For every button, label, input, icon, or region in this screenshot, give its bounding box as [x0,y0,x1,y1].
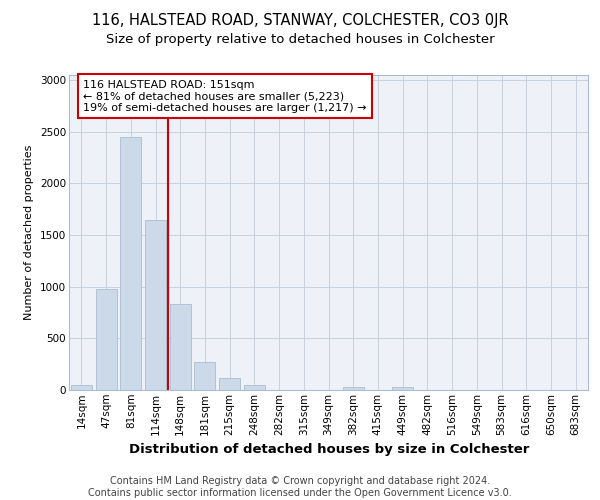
Bar [71,385,92,390]
Bar [120,137,141,390]
Bar [343,387,364,390]
Bar [95,289,116,390]
Bar [145,220,166,390]
Bar [219,378,240,390]
Bar [392,388,413,390]
Text: 116, HALSTEAD ROAD, STANWAY, COLCHESTER, CO3 0JR: 116, HALSTEAD ROAD, STANWAY, COLCHESTER,… [92,12,508,28]
Text: Contains HM Land Registry data © Crown copyright and database right 2024.
Contai: Contains HM Land Registry data © Crown c… [88,476,512,498]
Text: Distribution of detached houses by size in Colchester: Distribution of detached houses by size … [128,442,529,456]
Text: 116 HALSTEAD ROAD: 151sqm
← 81% of detached houses are smaller (5,223)
19% of se: 116 HALSTEAD ROAD: 151sqm ← 81% of detac… [83,80,367,113]
Bar [244,385,265,390]
Y-axis label: Number of detached properties: Number of detached properties [25,145,34,320]
Bar [194,362,215,390]
Bar [170,304,191,390]
Text: Size of property relative to detached houses in Colchester: Size of property relative to detached ho… [106,32,494,46]
